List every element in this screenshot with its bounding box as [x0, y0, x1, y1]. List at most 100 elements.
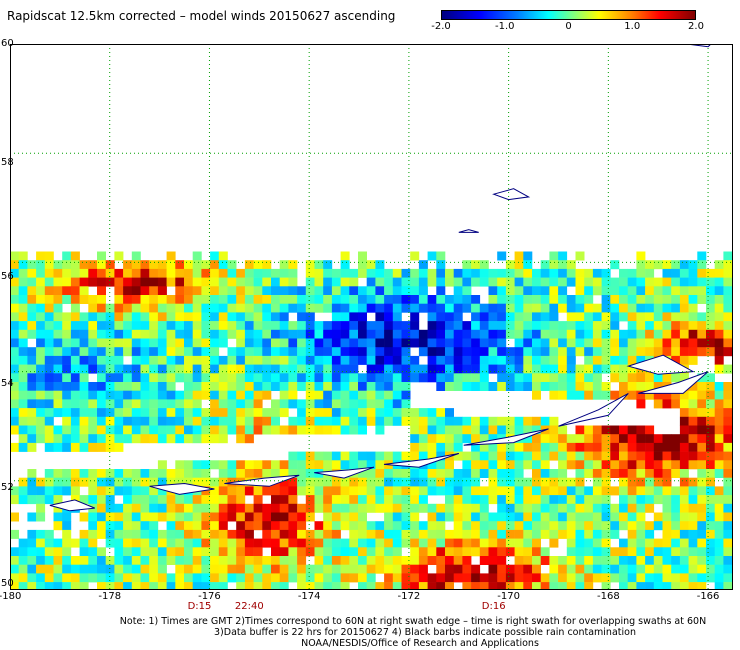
wind-cell	[27, 495, 37, 505]
wind-cell	[723, 503, 733, 513]
wind-cell	[62, 382, 72, 391]
wind-cell	[627, 538, 637, 548]
wind-cell	[36, 486, 46, 496]
wind-cell	[192, 469, 202, 478]
wind-cell	[323, 582, 333, 590]
wind-cell	[62, 573, 72, 583]
wind-cell	[653, 312, 663, 322]
wind-cell	[79, 408, 89, 418]
wind-cell	[706, 564, 715, 574]
wind-cell	[175, 425, 185, 435]
wind-cell	[166, 355, 176, 365]
wind-cell	[505, 268, 515, 278]
wind-cell	[97, 295, 106, 304]
wind-cell	[436, 425, 446, 435]
wind-cell	[401, 399, 411, 409]
wind-cell	[44, 295, 54, 304]
time-label: D:16	[481, 601, 506, 612]
wind-cell	[227, 460, 237, 470]
wind-cell	[671, 329, 681, 339]
wind-cell	[514, 564, 524, 574]
wind-cell	[305, 260, 315, 270]
wind-cell	[462, 347, 472, 357]
wind-cell	[514, 556, 524, 565]
wind-cell	[523, 556, 533, 565]
wind-cell	[645, 556, 655, 565]
wind-cell	[627, 347, 637, 357]
wind-cell	[184, 338, 193, 348]
wind-cell	[627, 390, 637, 400]
wind-cell	[410, 303, 420, 313]
wind-cell	[653, 469, 663, 478]
wind-cell	[244, 573, 254, 583]
wind-cell	[323, 495, 333, 505]
wind-cell	[279, 486, 289, 496]
wind-cell	[166, 512, 176, 522]
wind-cell	[540, 451, 550, 461]
wind-cell	[723, 486, 733, 496]
wind-cell	[288, 347, 298, 357]
wind-cell	[584, 329, 594, 339]
wind-cell	[166, 277, 176, 287]
wind-cell	[340, 303, 350, 313]
wind-cell	[105, 564, 115, 574]
wind-cell	[636, 286, 646, 296]
wind-cell	[723, 529, 733, 539]
wind-cell	[575, 451, 585, 461]
wind-cell	[27, 573, 37, 583]
wind-cell	[271, 425, 280, 435]
wind-cell	[62, 529, 72, 539]
wind-cell	[10, 260, 19, 270]
wind-cell	[323, 329, 333, 339]
wind-cell	[505, 477, 515, 487]
wind-cell	[53, 495, 63, 505]
wind-cell	[436, 251, 446, 261]
wind-cell	[236, 469, 246, 478]
wind-cell	[331, 329, 341, 339]
wind-cell	[679, 408, 689, 418]
wind-cell	[210, 303, 220, 313]
wind-cell	[706, 286, 715, 296]
wind-cell	[488, 355, 498, 365]
wind-cell	[97, 382, 106, 391]
wind-cell	[540, 277, 550, 287]
wind-cell	[262, 303, 272, 313]
wind-cell	[218, 286, 228, 296]
wind-cell	[662, 538, 672, 548]
wind-cell	[157, 373, 167, 383]
wind-cell	[27, 564, 37, 574]
wind-cell	[410, 512, 420, 522]
wind-cell	[688, 486, 698, 496]
wind-cell	[601, 277, 611, 287]
wind-cell	[349, 556, 359, 565]
wind-cell	[349, 399, 359, 409]
wind-cell	[679, 321, 689, 331]
wind-cell	[549, 295, 559, 304]
wind-cell	[392, 321, 402, 331]
wind-cell	[157, 503, 167, 513]
wind-cell	[471, 364, 481, 374]
wind-cell	[27, 347, 37, 357]
wind-cell	[131, 338, 141, 348]
wind-cell	[175, 329, 185, 339]
wind-cell	[445, 347, 454, 357]
wind-cell	[210, 268, 220, 278]
wind-cell	[131, 434, 141, 444]
wind-cell	[140, 434, 150, 444]
wind-cell	[601, 329, 611, 339]
wind-cell	[418, 286, 428, 296]
lat-label-56: 56	[1, 271, 14, 282]
map-frame	[10, 44, 733, 590]
wind-cell	[436, 503, 446, 513]
wind-cell	[392, 503, 402, 513]
wind-cell	[210, 529, 220, 539]
wind-cell	[97, 529, 106, 539]
wind-cell	[549, 355, 559, 365]
wind-cell	[253, 347, 263, 357]
wind-cell	[279, 529, 289, 539]
wind-cell	[427, 364, 437, 374]
wind-cell	[488, 460, 498, 470]
wind-cell	[384, 564, 394, 574]
wind-cell	[479, 460, 489, 470]
wind-cell	[271, 399, 280, 409]
